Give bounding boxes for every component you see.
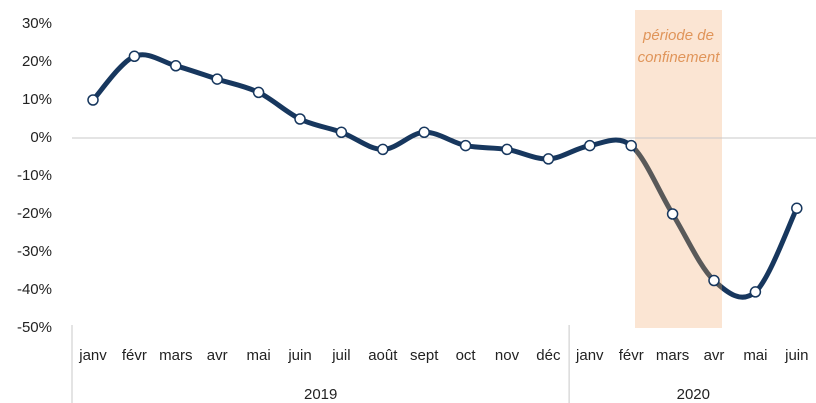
marker bbox=[377, 143, 389, 156]
marker bbox=[791, 202, 803, 215]
x-tick-label: nov bbox=[495, 347, 520, 364]
x-tick-label: juin bbox=[287, 347, 311, 364]
marker bbox=[459, 139, 472, 152]
x-tick-label: avr bbox=[207, 347, 228, 364]
marker bbox=[418, 126, 430, 139]
x-tick-label: mars bbox=[159, 347, 192, 364]
x-tick-label: mai bbox=[743, 347, 767, 364]
x-tick-label: mars bbox=[656, 347, 689, 364]
x-tick-label: févr bbox=[122, 347, 147, 364]
y-tick-label: -40% bbox=[17, 281, 52, 298]
x-tick-label: avr bbox=[704, 347, 725, 364]
annotation: confinement bbox=[638, 49, 721, 66]
marker bbox=[252, 86, 265, 99]
x-tick-label: août bbox=[368, 347, 398, 364]
marker bbox=[708, 274, 720, 287]
marker bbox=[128, 50, 141, 63]
marker bbox=[625, 139, 637, 152]
marker bbox=[542, 153, 555, 165]
marker bbox=[170, 60, 182, 72]
y-tick-label: -20% bbox=[17, 205, 52, 222]
y-tick-label: 10% bbox=[22, 91, 52, 108]
x-tick-label: mai bbox=[247, 347, 271, 364]
y-tick-label: -10% bbox=[17, 167, 52, 184]
marker bbox=[749, 286, 762, 298]
x-tick-label: janv bbox=[575, 347, 604, 364]
x-tick-label: sept bbox=[410, 347, 439, 364]
y-tick-label: -50% bbox=[17, 319, 52, 336]
marker bbox=[666, 208, 679, 220]
x-tick-label: févr bbox=[619, 347, 644, 364]
x-group-label: 2019 bbox=[304, 386, 337, 403]
marker bbox=[87, 94, 99, 106]
x-tick-label: janv bbox=[78, 347, 107, 364]
marker bbox=[584, 139, 596, 152]
x-tick-label: oct bbox=[456, 347, 477, 364]
x-tick-label: déc bbox=[536, 347, 561, 364]
marker bbox=[335, 126, 348, 139]
y-tick-label: -30% bbox=[17, 243, 52, 260]
x-tick-label: juil bbox=[331, 347, 350, 364]
x-tick-label: juin bbox=[784, 347, 808, 364]
annotation: période de bbox=[642, 27, 714, 44]
y-tick-label: 0% bbox=[30, 129, 52, 146]
marker bbox=[294, 113, 306, 125]
marker bbox=[211, 73, 223, 85]
x-group-label: 2020 bbox=[677, 386, 710, 403]
marker bbox=[501, 143, 513, 156]
y-tick-label: 20% bbox=[22, 53, 52, 70]
y-tick-label: 30% bbox=[22, 15, 52, 32]
